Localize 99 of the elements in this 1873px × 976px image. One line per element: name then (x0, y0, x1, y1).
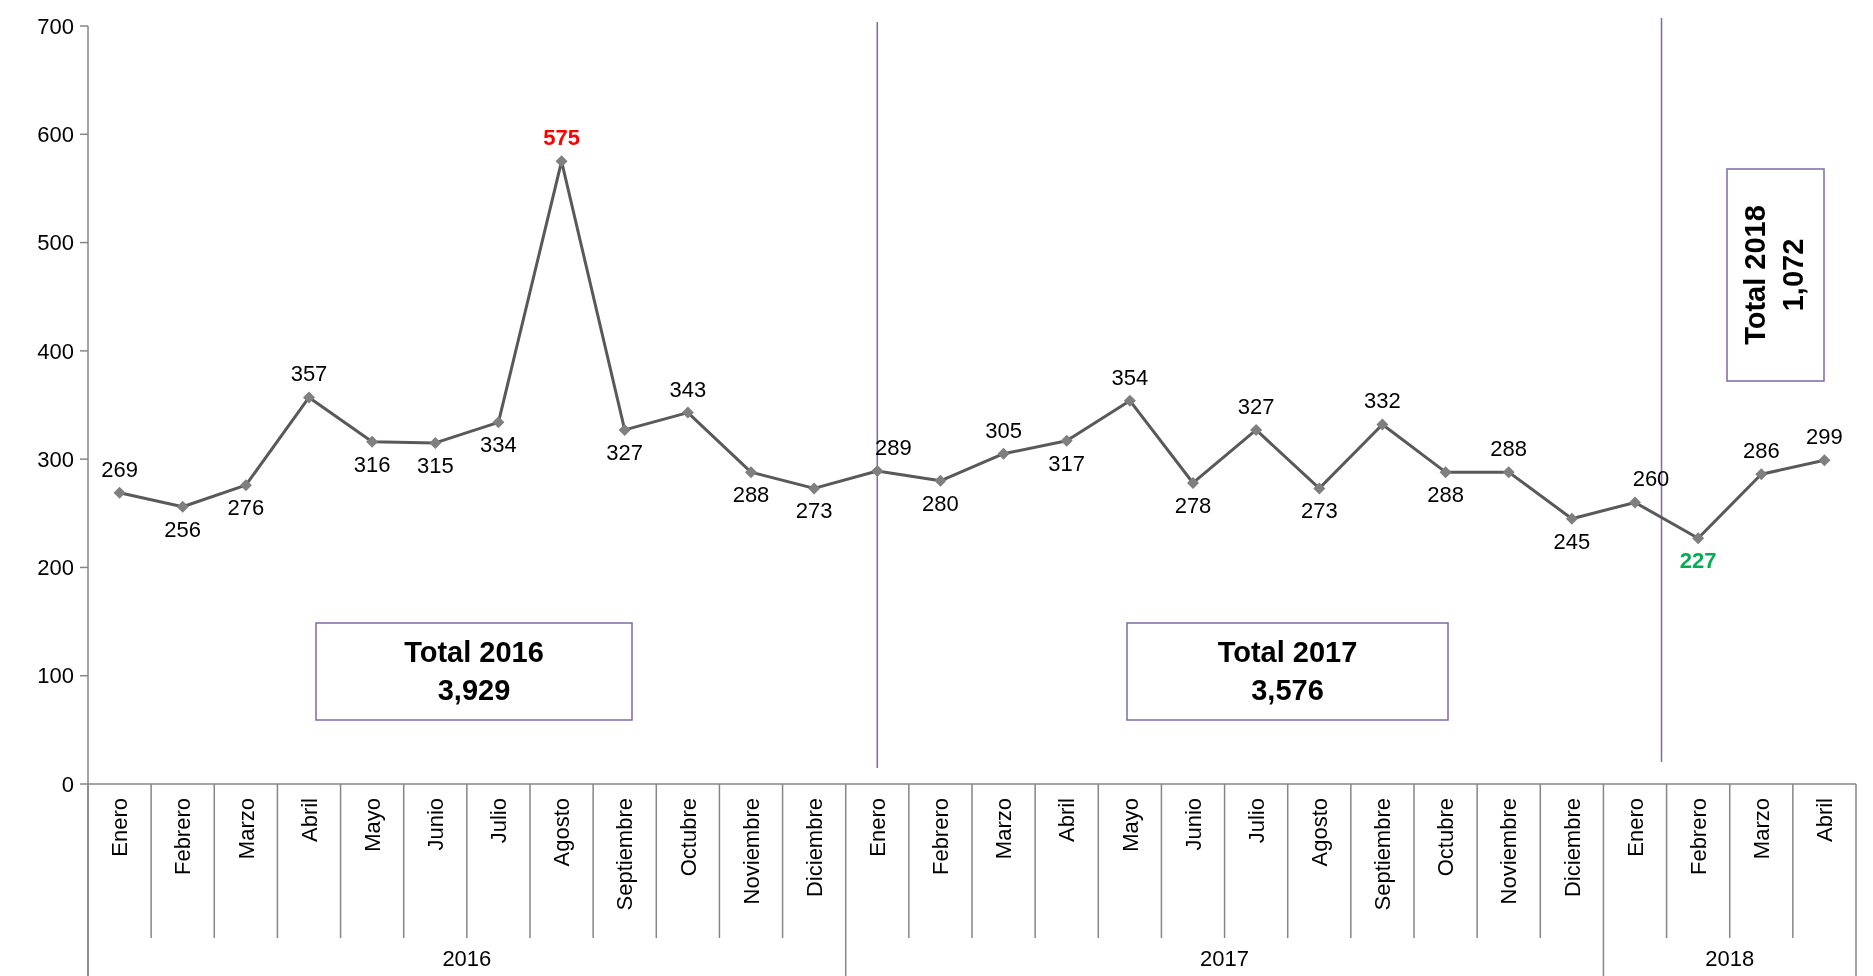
point (1629, 496, 1641, 509)
point (1123, 394, 1136, 407)
x-tick-label: Abril (296, 798, 322, 843)
point (871, 465, 884, 478)
point (1250, 423, 1263, 436)
y-tick-label: 0 (61, 771, 74, 797)
point (1313, 482, 1326, 495)
point (113, 486, 126, 499)
point (1187, 476, 1199, 489)
x-tick-label: Febrero (928, 798, 954, 876)
data-label: 227 (1679, 548, 1717, 574)
point (303, 391, 315, 404)
point (1060, 434, 1073, 447)
annotation: Total 2017 3,576 (1217, 636, 1358, 706)
data-label: 273 (795, 498, 833, 524)
data-label: 288 (1490, 436, 1528, 462)
y-tick-label: 600 (37, 121, 74, 147)
x-tick-label: Marzo (991, 798, 1017, 860)
x-tick-label: Febrero (170, 798, 196, 876)
data-label: 327 (606, 439, 644, 465)
x-tick-label: Febrero (1685, 798, 1711, 876)
annotation: Total 2018 1,072 (1739, 205, 1809, 345)
point (1565, 512, 1578, 525)
x-tick-label: Julio (486, 798, 512, 844)
x-tick-label: Octubre (1433, 798, 1459, 877)
point (1692, 532, 1705, 545)
point (429, 436, 442, 449)
data-label: 245 (1553, 528, 1591, 554)
annotation: Total 2016 3,929 (404, 636, 544, 706)
x-tick-label: Noviembre (1496, 798, 1522, 905)
point (1439, 466, 1452, 479)
x-tick-label: Mayo (359, 798, 385, 852)
point (366, 435, 379, 448)
x-tick-label: Enero (864, 798, 890, 857)
data-label: 334 (480, 432, 517, 458)
x-tick-label: Agosto (1306, 798, 1332, 867)
point (808, 482, 821, 495)
y-tick-label: 300 (37, 446, 74, 472)
y-tick-label: 500 (37, 230, 74, 256)
x-tick-label: Abril (1812, 798, 1838, 843)
point (1376, 418, 1389, 431)
point (1818, 454, 1831, 467)
data-label: 575 (543, 125, 580, 151)
point (492, 416, 505, 429)
x-tick-label: Junio (422, 798, 448, 851)
y-tick-label: 100 (37, 663, 74, 689)
data-label: 280 (922, 490, 959, 516)
x-tick-label: Septiembre (612, 798, 638, 911)
x-tick-label: Octubre (675, 798, 701, 877)
x-tick-label: Enero (1622, 798, 1648, 857)
text-box: Total 2018 1,072 (1726, 168, 1825, 382)
data-label: 316 (353, 451, 391, 477)
x-tick-label: Abril (1054, 798, 1080, 843)
data-label: 327 (1237, 393, 1275, 419)
data-label: 357 (290, 361, 328, 387)
text: 2018 (1705, 946, 1755, 971)
x-tick-label: Enero (107, 798, 133, 857)
data-label: 305 (985, 417, 1022, 443)
point (555, 155, 568, 168)
x-tick-label: Mayo (1117, 798, 1143, 852)
text: 2016 (442, 946, 492, 971)
point (681, 406, 694, 419)
text: 2017 (1200, 946, 1250, 971)
point (176, 500, 189, 513)
point (745, 466, 757, 479)
data-label: 273 (1300, 498, 1338, 524)
data-label: 269 (101, 456, 138, 482)
data-label: 278 (1174, 492, 1212, 518)
point (1755, 468, 1768, 481)
point (934, 474, 947, 487)
data-label: 317 (1048, 450, 1086, 476)
x-tick-label: Marzo (1748, 798, 1774, 860)
point (618, 423, 631, 436)
data-label: 276 (227, 495, 265, 521)
y-tick-label: 200 (37, 555, 74, 581)
data-label: 288 (732, 482, 770, 508)
data-label: 299 (1806, 424, 1843, 450)
x-tick-label: Noviembre (738, 798, 764, 905)
data-label: 256 (164, 516, 202, 542)
data-label: 286 (1742, 438, 1780, 464)
data-label: 332 (1364, 388, 1401, 414)
data-label: 354 (1111, 364, 1149, 390)
x-tick-label: Junio (1180, 798, 1206, 851)
point (239, 479, 252, 492)
data-label: 315 (416, 452, 454, 478)
x-tick-label: Agosto (549, 798, 575, 867)
data-label: 288 (1427, 482, 1464, 508)
y-tick-label: 700 (37, 13, 74, 39)
text-box: Total 2017 3,576 (1126, 622, 1449, 721)
x-tick-label: Marzo (233, 798, 259, 860)
x-tick-label: Diciembre (1559, 798, 1585, 898)
x-tick-label: Diciembre (801, 798, 827, 898)
y-tick-label: 400 (37, 338, 74, 364)
x-tick-label: Julio (1243, 798, 1269, 844)
point (1502, 466, 1515, 479)
text-box: Total 2016 3,929 (315, 622, 633, 721)
x-tick-label: Septiembre (1370, 798, 1396, 911)
data-label: 343 (669, 376, 707, 402)
point (997, 447, 1010, 460)
